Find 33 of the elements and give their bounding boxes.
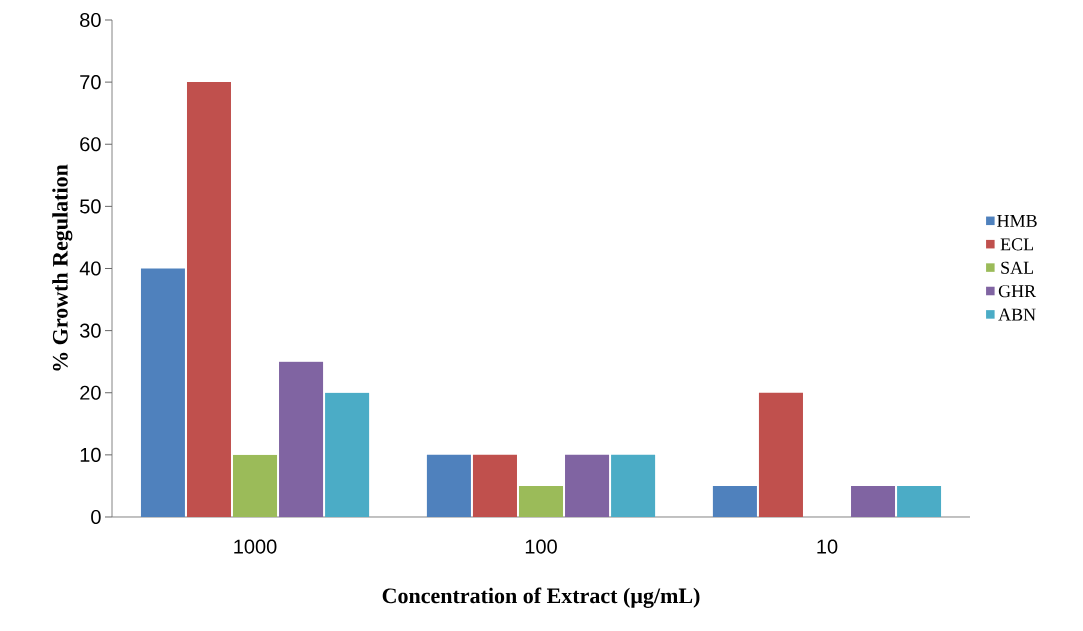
- legend-label: SAL: [1001, 261, 1034, 274]
- y-tick-label: 30: [80, 323, 101, 338]
- y-tick-label: 10: [80, 447, 101, 462]
- y-tick-label: 40: [79, 261, 101, 276]
- bar: [186, 82, 231, 517]
- bar: [325, 392, 370, 517]
- bar: [279, 361, 324, 517]
- bar: [232, 454, 278, 517]
- legend-label: GHR: [998, 285, 1037, 298]
- y-tick-label: 80: [80, 12, 101, 28]
- legend-label: HMB: [997, 215, 1037, 227]
- bar: [851, 485, 896, 517]
- y-tick-label: 20: [80, 385, 101, 400]
- legend-label: ECL: [1000, 238, 1034, 251]
- x-axis-title: Concentration of Extract (µg/mL): [382, 587, 700, 608]
- bar: [426, 454, 471, 517]
- bar: [140, 268, 185, 517]
- bar: [897, 485, 942, 517]
- legend-label: ABN: [998, 308, 1036, 321]
- y-tick-label: 60: [80, 137, 101, 152]
- y-tick-label: 50: [80, 199, 101, 214]
- bar: [472, 454, 517, 517]
- bar: [712, 485, 757, 517]
- x-tick-label: 1000: [234, 539, 277, 554]
- y-tick-label: 70: [80, 75, 101, 90]
- bar: [518, 485, 564, 517]
- bar: [758, 392, 803, 517]
- bar: [565, 454, 610, 517]
- x-tick-label: 100: [525, 539, 557, 554]
- x-tick-label: 10: [817, 539, 838, 554]
- bar: [611, 454, 656, 517]
- y-axis-title: % Growth Regulation: [52, 164, 73, 371]
- y-tick-label: 0: [91, 509, 101, 525]
